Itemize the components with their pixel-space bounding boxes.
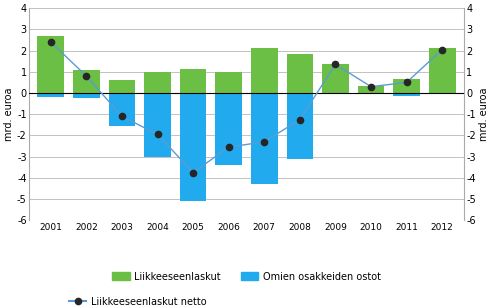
Bar <box>180 93 207 201</box>
Bar <box>108 80 135 93</box>
Bar <box>322 64 349 93</box>
Bar <box>251 48 278 93</box>
Y-axis label: mrd. euroa: mrd. euroa <box>479 88 489 141</box>
Bar <box>429 48 456 93</box>
Bar <box>286 93 313 159</box>
Bar <box>251 93 278 184</box>
Bar <box>215 93 242 165</box>
Bar <box>73 70 100 93</box>
Bar <box>37 36 64 93</box>
Bar <box>322 93 349 94</box>
Bar <box>215 72 242 93</box>
Bar <box>37 93 64 97</box>
Bar <box>180 69 207 93</box>
Bar <box>393 79 420 93</box>
Bar <box>144 93 171 157</box>
Bar <box>108 93 135 126</box>
Bar <box>144 72 171 93</box>
Y-axis label: mrd. euroa: mrd. euroa <box>4 88 14 141</box>
Bar <box>73 93 100 98</box>
Bar <box>286 54 313 93</box>
Bar <box>358 93 385 94</box>
Bar <box>358 86 385 93</box>
Bar <box>393 93 420 96</box>
Legend: Liikkeeseenlaskut netto: Liikkeeseenlaskut netto <box>65 293 211 306</box>
